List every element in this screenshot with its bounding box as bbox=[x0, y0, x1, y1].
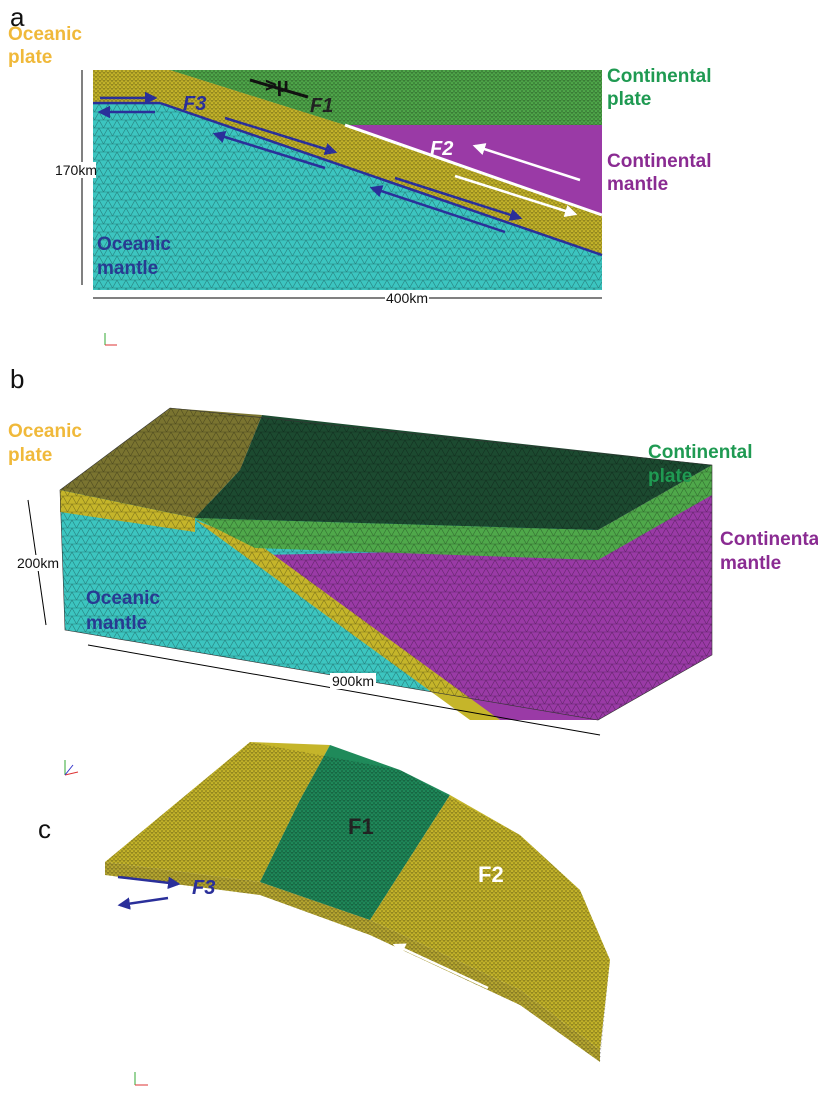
height-label: 170km bbox=[55, 162, 97, 178]
fault-label: F1 bbox=[310, 95, 333, 117]
fault-label: F1 bbox=[348, 814, 374, 839]
fault-label: F2 bbox=[478, 862, 504, 887]
fault-label: F2 bbox=[430, 138, 453, 160]
friction-label: >μ bbox=[265, 75, 289, 97]
figure: a 400km 170km Oceanicplate Continentalpl… bbox=[0, 0, 818, 1097]
panel-label: c bbox=[38, 814, 51, 844]
width-label: 400km bbox=[386, 290, 428, 306]
panel-label: b bbox=[10, 364, 24, 394]
arrow bbox=[120, 898, 168, 905]
fault-label: F3 bbox=[192, 877, 215, 899]
mesh bbox=[105, 742, 610, 1062]
fault-label: F3 bbox=[183, 93, 206, 115]
width-label: 900km bbox=[332, 673, 374, 689]
height-label: 200km bbox=[17, 555, 59, 571]
panel-c: c F1 F2 F3 bbox=[38, 742, 610, 1085]
